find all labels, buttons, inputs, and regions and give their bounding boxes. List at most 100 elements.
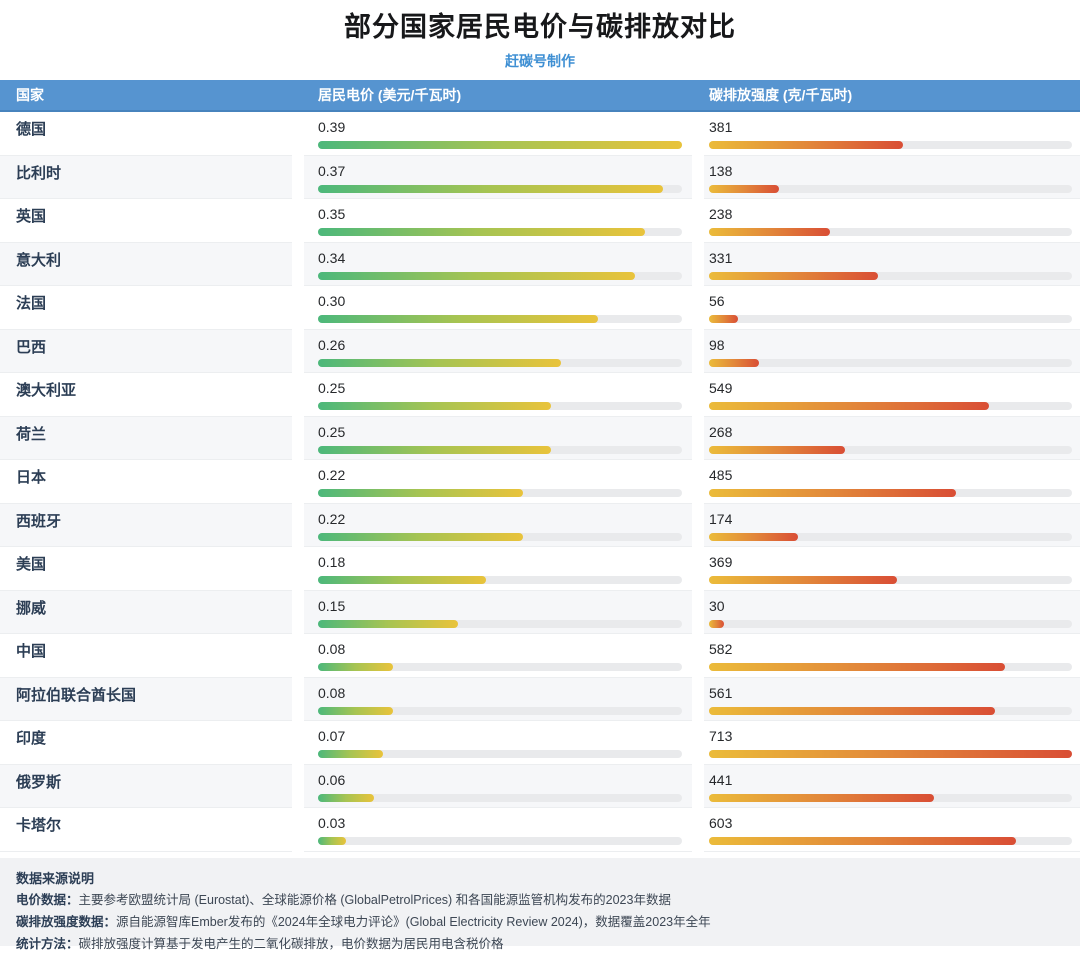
table-row: 西班牙 0.22 174 [0, 503, 1080, 547]
price-cell: 0.08 [304, 677, 692, 721]
table-row: 法国 0.30 56 [0, 286, 1080, 330]
carbon-bar-track [709, 793, 1072, 802]
price-value: 0.39 [318, 119, 346, 135]
carbon-value: 30 [709, 597, 725, 614]
carbon-value: 582 [709, 641, 733, 657]
price-value: 0.07 [318, 728, 346, 744]
price-bar-track [318, 576, 682, 584]
price-bar [318, 358, 561, 367]
price-bar-track [318, 184, 682, 193]
carbon-bar [709, 445, 846, 454]
footer-note-text: 主要参考欧盟统计局 (Eurostat)、全球能源价格 (GlobalPetro… [78, 892, 671, 907]
price-bar-track [318, 402, 682, 410]
price-bar [318, 837, 346, 845]
carbon-value: 56 [709, 293, 725, 309]
carbon-bar [709, 750, 1072, 758]
carbon-cell: 549 [704, 373, 1080, 417]
footer-note-label: 统计方法： [16, 936, 79, 951]
carbon-bar [709, 619, 725, 628]
price-bar [318, 141, 682, 149]
country-name: 荷兰 [0, 416, 292, 460]
price-value: 0.30 [318, 293, 346, 309]
carbon-bar [709, 402, 989, 410]
country-name: 中国 [0, 634, 292, 678]
carbon-bar [709, 532, 798, 541]
table-row: 意大利 0.34 331 [0, 242, 1080, 286]
price-bar [318, 315, 598, 323]
price-cell: 0.25 [304, 373, 692, 417]
table-body: 德国 0.39 381 比利时 0.37 138 [0, 112, 1080, 852]
carbon-value: 138 [709, 162, 733, 179]
price-bar [318, 793, 374, 802]
carbon-cell: 369 [704, 547, 1080, 591]
carbon-bar-track [709, 532, 1072, 541]
carbon-bar [709, 184, 780, 193]
carbon-bar [709, 663, 1006, 671]
carbon-bar [709, 837, 1016, 845]
footer-note-text: 碳排放强度计算基于发电产生的二氧化碳排放，电价数据为居民用电含税价格 [78, 936, 504, 951]
carbon-cell: 485 [704, 460, 1080, 504]
price-bar [318, 576, 486, 584]
carbon-value: 381 [709, 119, 733, 135]
carbon-value: 441 [709, 771, 733, 788]
page-title: 部分国家居民电价与碳排放对比 [344, 12, 736, 42]
price-value: 0.35 [318, 206, 346, 222]
price-bar [318, 489, 524, 497]
price-bar [318, 228, 645, 236]
table-row: 印度 0.07 713 [0, 721, 1080, 765]
country-name: 德国 [0, 112, 292, 156]
country-name: 阿拉伯联合酋长国 [0, 677, 292, 721]
column-header-carbon: 碳排放强度 (克/千瓦时) [709, 87, 853, 103]
carbon-bar-track [709, 228, 1072, 236]
carbon-value: 603 [709, 815, 733, 831]
carbon-cell: 713 [704, 721, 1080, 765]
table-row: 俄罗斯 0.06 441 [0, 764, 1080, 808]
carbon-bar [709, 489, 956, 497]
carbon-bar-track [709, 315, 1072, 323]
footer-notes: 电价数据：主要参考欧盟统计局 (Eurostat)、全球能源价格 (Global… [16, 889, 1064, 955]
price-bar-track [318, 793, 682, 802]
table-row: 比利时 0.37 138 [0, 155, 1080, 199]
price-bar-track [318, 271, 682, 280]
country-name: 挪威 [0, 590, 292, 634]
country-name: 印度 [0, 721, 292, 765]
price-bar-track [318, 837, 682, 845]
price-cell: 0.08 [304, 634, 692, 678]
country-name: 美国 [0, 547, 292, 591]
price-bar [318, 750, 384, 758]
carbon-bar-track [709, 750, 1072, 758]
country-name: 比利时 [0, 155, 292, 199]
carbon-cell: 268 [704, 416, 1080, 460]
country-name: 巴西 [0, 329, 292, 373]
carbon-value: 98 [709, 336, 725, 353]
price-value: 0.15 [318, 597, 346, 614]
price-cell: 0.22 [304, 503, 692, 547]
price-value: 0.22 [318, 510, 346, 527]
country-name: 俄罗斯 [0, 764, 292, 808]
price-value: 0.08 [318, 641, 346, 657]
carbon-value: 238 [709, 206, 733, 222]
carbon-cell: 174 [704, 503, 1080, 547]
data-source-footer: 数据来源说明 电价数据：主要参考欧盟统计局 (Eurostat)、全球能源价格 … [0, 857, 1080, 951]
carbon-cell: 56 [704, 286, 1080, 330]
carbon-value: 549 [709, 380, 733, 396]
country-name: 日本 [0, 460, 292, 504]
carbon-bar-track [709, 489, 1072, 497]
carbon-cell: 138 [704, 155, 1080, 199]
table-row: 美国 0.18 369 [0, 547, 1080, 591]
table-header: 国家 居民电价 (美元/千瓦时) 碳排放强度 (克/千瓦时) [0, 80, 1080, 112]
price-bar-track [318, 750, 682, 758]
country-name: 西班牙 [0, 503, 292, 547]
carbon-value: 561 [709, 684, 733, 701]
footer-note-text: 源自能源智库Ember发布的《2024年全球电力评论》(Global Elect… [116, 914, 711, 929]
price-cell: 0.18 [304, 547, 692, 591]
carbon-cell: 98 [704, 329, 1080, 373]
price-cell: 0.22 [304, 460, 692, 504]
carbon-bar [709, 576, 897, 584]
carbon-bar-track [709, 837, 1072, 845]
price-cell: 0.35 [304, 199, 692, 243]
carbon-cell: 381 [704, 112, 1080, 156]
price-value: 0.26 [318, 336, 346, 353]
price-cell: 0.30 [304, 286, 692, 330]
price-cell: 0.26 [304, 329, 692, 373]
